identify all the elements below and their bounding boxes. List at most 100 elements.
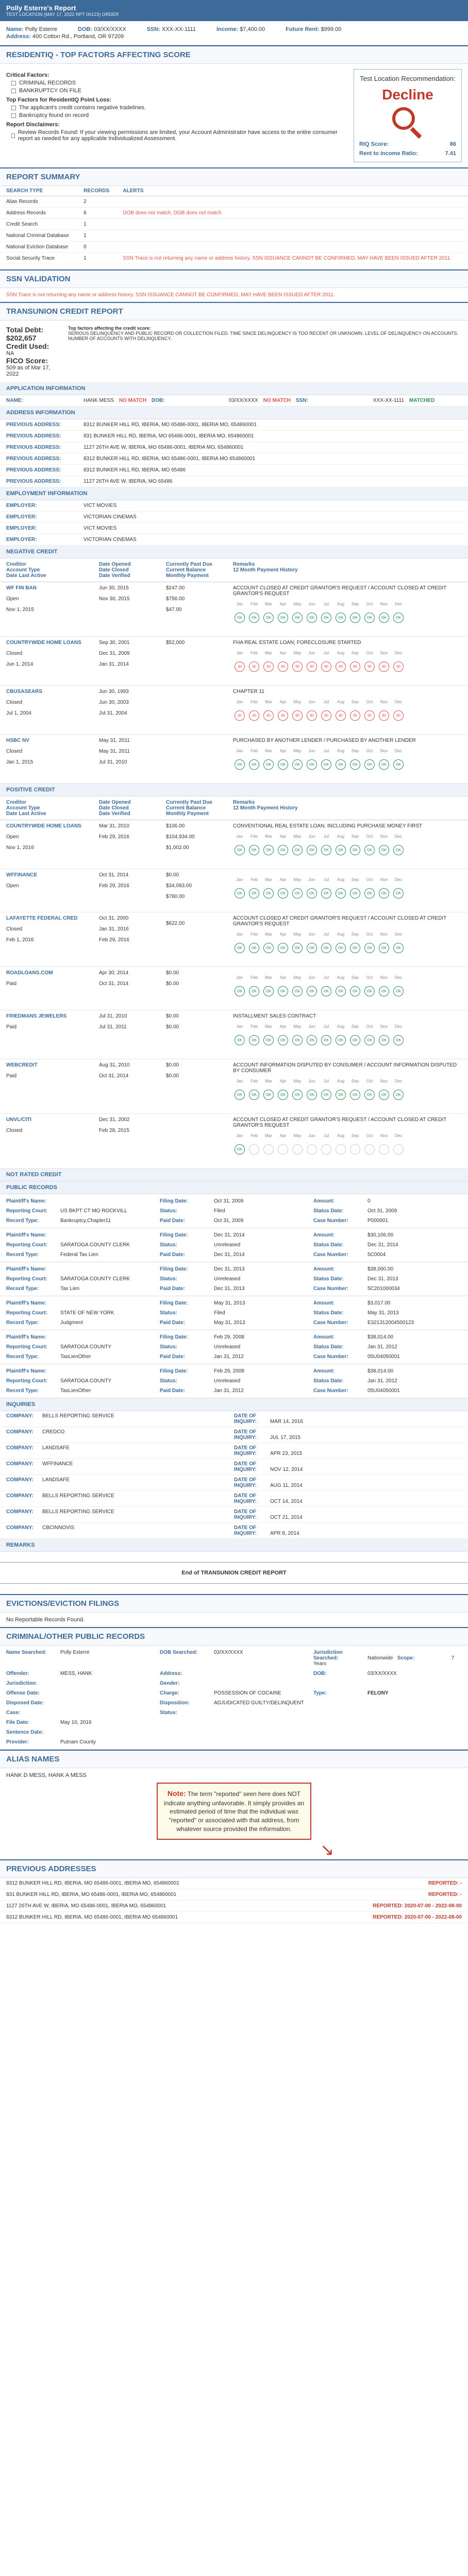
creditor-name: COUNTRYWIDE HOME LOANS — [6, 823, 81, 829]
public-record-label: Status Date: — [313, 1310, 344, 1316]
inquiry-date: NOV 12, 2014 — [270, 1467, 303, 1472]
public-record-label: Amount: — [313, 1232, 335, 1238]
company-label: COMPANY: — [6, 1445, 34, 1451]
tradeline-amount-cell: $622.00 — [166, 916, 233, 963]
history-month: Nov — [380, 932, 388, 937]
history-status: - — [278, 1144, 288, 1155]
date-opened: Mar 31, 2010 — [99, 823, 129, 829]
current-balance: $0.00 — [166, 1073, 179, 1079]
inquiry-date-label: DATE OF INQUIRY: — [234, 1413, 257, 1425]
payment-history: Jan Feb Mar Apr May Jun Jul Aug Sep Oct Nov Dec OK OK… — [233, 1079, 462, 1105]
history-status: - — [364, 1144, 375, 1155]
history-status: OK — [379, 759, 389, 770]
date-opened: Sep 30, 2001 — [99, 640, 130, 646]
evictions-text: No Reportable Records Found. — [6, 1617, 85, 1623]
public-record-label: Case Number: — [313, 1218, 348, 1224]
past-due: $52,000 — [166, 640, 185, 646]
company-name: CBCINNOVIS — [42, 1525, 75, 1531]
history-status: 90 — [292, 662, 303, 672]
history-status: OK — [350, 986, 360, 996]
history-month: Apr — [279, 651, 287, 655]
tradeline-row: WFFINANCE Open Oct 31, 2014 Feb 29, 2016 $0.… — [0, 869, 468, 912]
tradeline-row: FRIEDMANS JEWELERS Paid Jul 31, 2010 Jul 31… — [0, 1010, 468, 1059]
tradeline-remarks-cell: INSTALLMENT SALES CONTRACT Jan Feb Mar Apr Ma… — [233, 1013, 462, 1056]
history-month: Jun — [308, 700, 315, 704]
history-status: OK — [364, 1090, 375, 1100]
tradeline-amount-cell: $0.00 $0.00 — [166, 970, 233, 1007]
public-record-value: May 31, 2013 — [214, 1300, 245, 1306]
history-month: Sep — [351, 700, 359, 704]
app-name-status: NO MATCH — [119, 398, 147, 403]
applicant-income: $7,400.00 — [240, 26, 265, 32]
history-month: Mar — [265, 651, 272, 655]
history-month: Oct — [366, 877, 373, 882]
date-opened: Jul 31, 2010 — [99, 1013, 127, 1019]
public-record-value: US BKPT CT MO ROCKVILL — [60, 1208, 127, 1214]
credit-totals: Total Debt: $202,657 Credit Used: NA FIC… — [0, 320, 468, 382]
creditor-name: WF FIN BAN — [6, 585, 37, 591]
checkbox-icon — [11, 133, 15, 138]
history-status: OK — [263, 888, 274, 899]
history-status: OK — [292, 613, 303, 623]
public-record: Plaintiff's Name: Filing Date: May 31, 201… — [0, 1296, 468, 1330]
past-due: $0.00 — [166, 1062, 179, 1068]
history-month: Oct — [366, 651, 373, 655]
history-month: Apr — [279, 834, 287, 839]
summary-records: 0 — [77, 241, 117, 253]
date-verified: Jul 31, 2004 — [99, 710, 127, 716]
history-month: Jan — [236, 1133, 243, 1138]
remarks: CHAPTER 11 — [233, 689, 264, 694]
address-row: PREVIOUS ADDRESS: 1127 26TH AVE W, IBERIA… — [0, 442, 468, 453]
address-label: PREVIOUS ADDRESS: — [6, 422, 61, 428]
history-status: OK — [364, 845, 375, 855]
public-record-value: Jan 31, 2012 — [367, 1344, 397, 1350]
history-month: Feb — [250, 932, 258, 937]
tradeline-date-cell: Sep 30, 2001 Dec 31, 2009 Jan 31, 2014 — [99, 640, 166, 682]
history-month: Dec — [394, 932, 403, 937]
critical-label: Critical Factors: — [6, 72, 49, 78]
history-status: 30 — [249, 710, 259, 721]
reported-range: REPORTED: - — [428, 1891, 462, 1897]
account-type: Closed — [6, 749, 23, 754]
history-status: OK — [249, 943, 259, 953]
employer-value: VICT MOVIES — [83, 526, 117, 531]
public-record-value: Bankruptcy,Chapter11 — [60, 1218, 111, 1224]
riq-label: RIQ Score: — [359, 141, 389, 147]
history-status: OK — [263, 613, 274, 623]
history-month: Jul — [323, 651, 329, 655]
history-month: Sep — [351, 1024, 359, 1029]
account-type: Closed — [6, 651, 23, 656]
date-verified: Feb 29, 2016 — [99, 937, 129, 943]
history-status: OK — [393, 986, 404, 996]
employer-value: VICT MOVIES — [83, 503, 117, 509]
summary-records: 6 — [77, 207, 117, 219]
history-status: OK — [321, 1035, 331, 1045]
address-row: PREVIOUS ADDRESS: 8312 BUNKER HILL RD, IB… — [0, 419, 468, 431]
public-record-label: Case Number: — [313, 1252, 348, 1258]
history-month: Sep — [351, 932, 359, 937]
summary-col: SEARCH TYPE — [0, 186, 78, 196]
history-month: Jul — [323, 834, 329, 839]
history-status: OK — [278, 888, 288, 899]
tradeline-remarks-cell: Jan Feb Mar Apr May Jun Jul Aug Sep Oct Nov Dec OK OK… — [233, 970, 462, 1007]
employment-row: EMPLOYER: VICTORIAN CINEMAS — [0, 512, 468, 523]
public-record-label: Amount: — [313, 1334, 335, 1340]
public-record-value: Unreleased — [214, 1344, 241, 1350]
public-record-label: Status Date: — [313, 1344, 344, 1350]
current-balance: $0.00 — [166, 1024, 179, 1030]
history-status: - — [292, 1144, 303, 1155]
public-record-label: Status: — [160, 1310, 177, 1316]
tradeline-amount-cell: $52,000 — [166, 640, 233, 682]
history-month: Nov — [380, 1133, 388, 1138]
public-record-label: Case Number: — [313, 1286, 348, 1292]
public-record-label: Filing Date: — [160, 1198, 188, 1204]
remarks: ACCOUNT CLOSED AT CREDIT GRANTOR'S REQUE… — [233, 916, 447, 927]
public-record-label: Paid Date: — [160, 1252, 185, 1258]
public-record-label: Amount: — [313, 1300, 335, 1306]
history-month: Jul — [323, 749, 329, 753]
address-value: 8312 BUNKER HILL RD, IBERIA, MO 65486-00… — [83, 456, 256, 462]
top-factor-text: The applicant's credit contains negative… — [19, 105, 146, 111]
tradeline-remarks-cell: Jan Feb Mar Apr May Jun Jul Aug Sep Oct Nov Dec OK OK… — [233, 872, 462, 909]
date-verified: Jan 31, 2014 — [99, 662, 129, 667]
public-records-title: PUBLIC RECORDS — [0, 1181, 468, 1194]
